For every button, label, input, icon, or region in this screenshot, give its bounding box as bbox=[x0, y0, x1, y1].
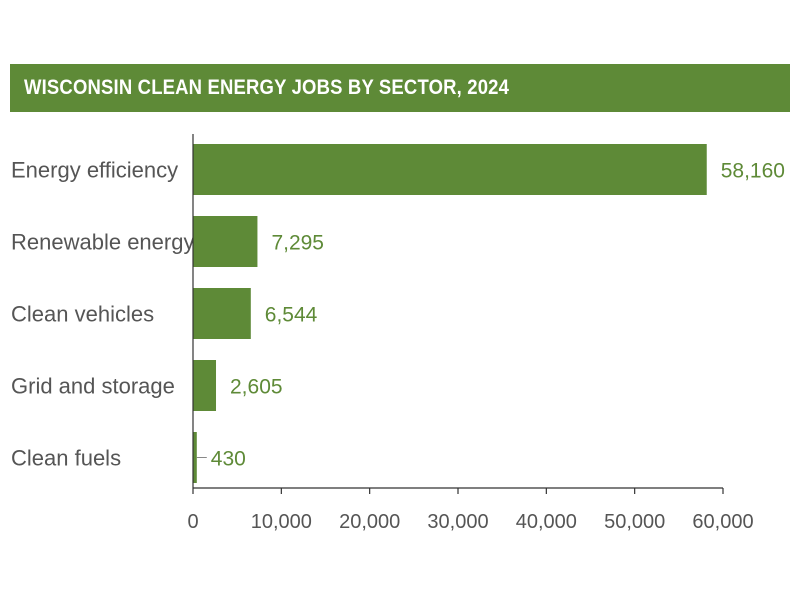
x-tick-label: 0 bbox=[187, 511, 198, 533]
chart-title: WISCONSIN CLEAN ENERGY JOBS BY SECTOR, 2… bbox=[24, 76, 510, 99]
x-tick-label: 10,000 bbox=[251, 511, 312, 533]
category-label: Clean fuels bbox=[11, 446, 121, 471]
category-label: Grid and storage bbox=[11, 374, 175, 399]
value-label: 6,544 bbox=[265, 304, 318, 327]
value-label: 2,605 bbox=[230, 376, 283, 399]
category-label: Energy efficiency bbox=[11, 158, 178, 183]
value-label: 7,295 bbox=[271, 232, 324, 255]
category-label: Clean vehicles bbox=[11, 302, 154, 327]
bar bbox=[193, 216, 258, 267]
x-tick-label: 40,000 bbox=[516, 511, 577, 533]
chart-title-banner: WISCONSIN CLEAN ENERGY JOBS BY SECTOR, 2… bbox=[10, 64, 790, 112]
x-tick-label: 60,000 bbox=[692, 511, 753, 533]
x-tick-label: 50,000 bbox=[604, 511, 665, 533]
value-label: 430 bbox=[211, 448, 246, 471]
bar bbox=[193, 288, 251, 339]
bar bbox=[193, 144, 707, 195]
category-label: Renewable energy bbox=[11, 230, 194, 255]
x-tick-label: 20,000 bbox=[339, 511, 400, 533]
bar bbox=[193, 360, 217, 411]
bar bbox=[193, 432, 197, 483]
x-tick-label: 30,000 bbox=[427, 511, 488, 533]
value-label: 58,160 bbox=[721, 160, 785, 183]
